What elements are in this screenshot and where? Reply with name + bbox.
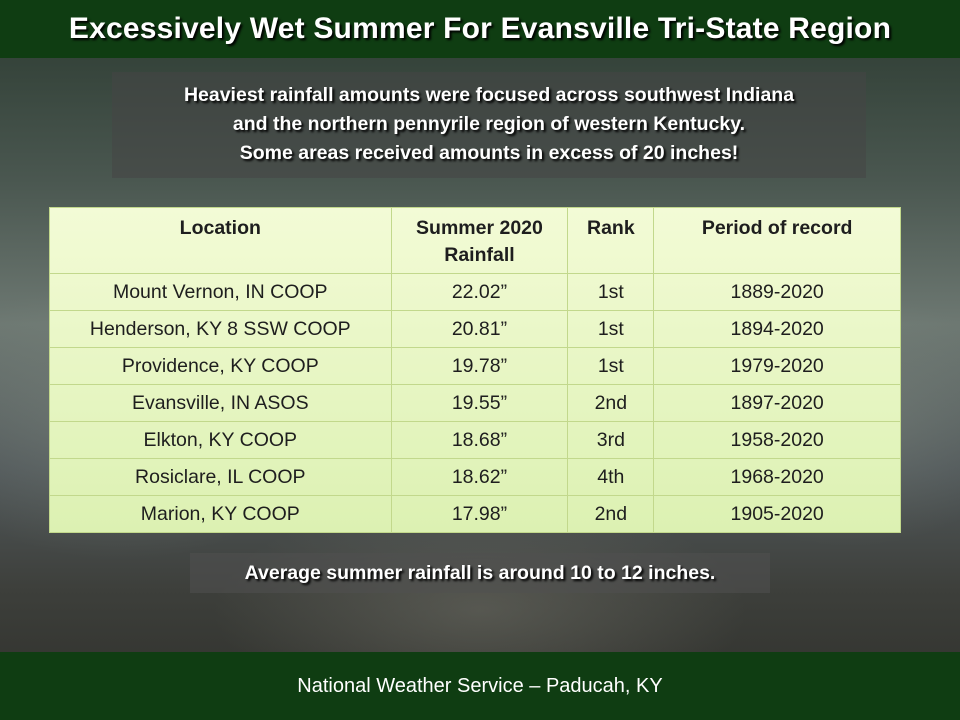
cell-rainfall: 18.68”	[390, 421, 569, 459]
intro-text: Heaviest rainfall amounts were focused a…	[112, 72, 866, 168]
header-rainfall: Summer 2020 Rainfall	[390, 207, 569, 274]
header-rainfall-line-1: Summer 2020	[416, 217, 543, 239]
average-rainfall-note: Average summer rainfall is around 10 to …	[190, 553, 770, 593]
rainfall-table: Location Summer 2020 Rainfall Rank Perio…	[49, 207, 901, 533]
table-row: Evansville, IN ASOS 19.55” 2nd 1897-2020	[49, 384, 901, 422]
cell-location: Mount Vernon, IN COOP	[49, 273, 392, 311]
table-row: Providence, KY COOP 19.78” 1st 1979-2020	[49, 347, 901, 385]
cell-rank: 1st	[567, 273, 655, 311]
title-banner: Excessively Wet Summer For Evansville Tr…	[0, 0, 960, 58]
cell-rainfall: 17.98”	[390, 495, 569, 533]
table-row: Mount Vernon, IN COOP 22.02” 1st 1889-20…	[49, 273, 901, 311]
cell-rank: 1st	[567, 310, 655, 348]
cell-rank: 4th	[567, 458, 655, 496]
cell-location: Marion, KY COOP	[49, 495, 392, 533]
cell-period: 1905-2020	[653, 495, 901, 533]
intro-line-3: Some areas received amounts in excess of…	[239, 142, 739, 164]
cell-rainfall: 19.55”	[390, 384, 569, 422]
cell-rank: 2nd	[567, 495, 655, 533]
note-text: Average summer rainfall is around 10 to …	[244, 561, 716, 584]
cell-location: Evansville, IN ASOS	[49, 384, 392, 422]
header-location: Location	[49, 207, 392, 274]
intro-line-2: and the northern pennyrile region of wes…	[232, 113, 746, 135]
table-row: Henderson, KY 8 SSW COOP 20.81” 1st 1894…	[49, 310, 901, 348]
cell-period: 1894-2020	[653, 310, 901, 348]
cell-period: 1968-2020	[653, 458, 901, 496]
cell-period: 1897-2020	[653, 384, 901, 422]
table-row: Rosiclare, IL COOP 18.62” 4th 1968-2020	[49, 458, 901, 496]
cell-rank: 2nd	[567, 384, 655, 422]
footer-banner: National Weather Service – Paducah, KY	[0, 652, 960, 720]
intro-line-1: Heaviest rainfall amounts were focused a…	[183, 84, 795, 106]
cell-location: Henderson, KY 8 SSW COOP	[49, 310, 392, 348]
intro-box: Heaviest rainfall amounts were focused a…	[112, 72, 866, 178]
cell-location: Providence, KY COOP	[49, 347, 392, 385]
table-row: Elkton, KY COOP 18.68” 3rd 1958-2020	[49, 421, 901, 459]
table-header-row: Location Summer 2020 Rainfall Rank Perio…	[49, 207, 901, 274]
page-title: Excessively Wet Summer For Evansville Tr…	[68, 12, 892, 45]
table-row: Marion, KY COOP 17.98” 2nd 1905-2020	[49, 495, 901, 533]
cell-rainfall: 19.78”	[390, 347, 569, 385]
header-rainfall-line-2: Rainfall	[444, 244, 515, 266]
header-period: Period of record	[653, 207, 901, 274]
cell-location: Rosiclare, IL COOP	[49, 458, 392, 496]
cell-rainfall: 22.02”	[390, 273, 569, 311]
cell-rank: 1st	[567, 347, 655, 385]
cell-rank: 3rd	[567, 421, 655, 459]
cell-rainfall: 20.81”	[390, 310, 569, 348]
cell-rainfall: 18.62”	[390, 458, 569, 496]
footer-text: National Weather Service – Paducah, KY	[297, 674, 663, 697]
cell-location: Elkton, KY COOP	[49, 421, 392, 459]
cell-period: 1958-2020	[653, 421, 901, 459]
cell-period: 1889-2020	[653, 273, 901, 311]
cell-period: 1979-2020	[653, 347, 901, 385]
header-rank: Rank	[567, 207, 655, 274]
